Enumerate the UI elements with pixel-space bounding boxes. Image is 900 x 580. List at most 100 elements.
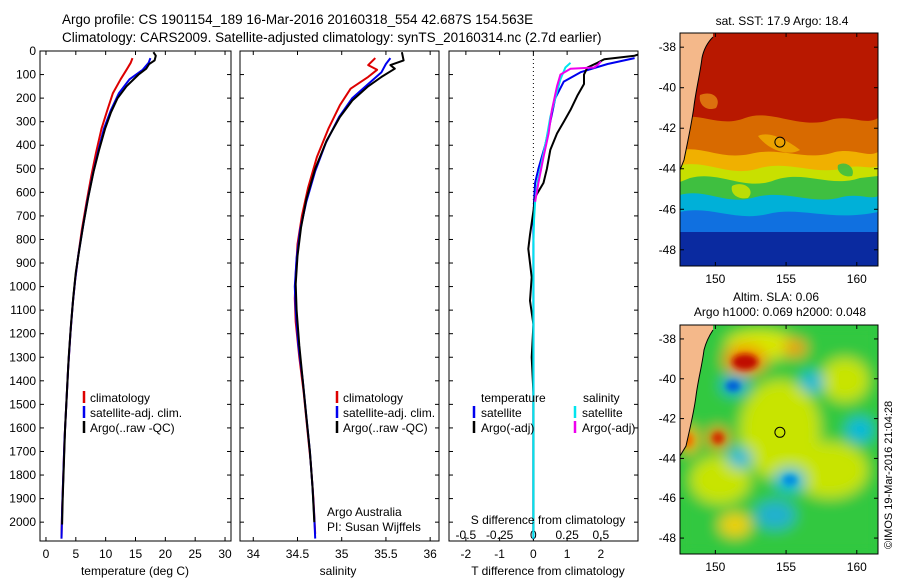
depth-tick-label: 0 [29,44,36,58]
salinity-x-label: salinity [320,564,357,578]
x-tick-label: 5 [72,547,79,561]
difference-panel: -2 -1 0 1 2 -0.5 -0.25 0 0.25 0.5 temperature sa… [448,50,639,578]
x-tick-label: 1 [564,547,571,561]
depth-tick-label: 100 [16,68,36,82]
depth-axis: 0 100 200 300 400 500 600 700 800 900 1000 1100 1200… [9,44,231,529]
x-tick-label: -2 [461,547,472,561]
series-line-argo-raw-qc- [61,51,157,525]
top-tick-label: 0.5 [593,528,610,542]
sla-map-title: Altim. SLA: 0.06 [733,290,819,304]
depth-tick-label: 1600 [9,421,36,435]
depth-tick-label: 300 [16,115,36,129]
depth-tick-label: 800 [16,232,36,246]
legend-argo: Argo(..raw -QC) [343,421,428,435]
latitude-tick-label: -42 [659,121,677,135]
depth-tick-label: 1000 [9,280,36,294]
sst-longitude-axis: 150 155 160 [705,33,867,286]
depth-tick-label: 1700 [9,444,36,458]
latitude-tick-label: -42 [659,412,677,426]
sla-latitude-axis: -38 -40 -42 -44 -46 -48 [659,332,878,545]
sla-map-subtitle: Argo h1000: 0.069 h2000: 0.048 [694,305,866,319]
salinity-panel: 34 34.5 35 35.5 36 climatology satellite-adj… [239,50,440,578]
longitude-tick-label: 155 [776,560,796,574]
latitude-tick-label: -40 [659,81,677,95]
x-tick-label: 35 [335,547,349,561]
series-line-salinity-argo-adj- [534,60,602,202]
depth-tick-label: 1400 [9,374,36,388]
depth-tick-label: 900 [16,256,36,270]
salinity-depth-ticks [240,50,439,523]
tasmania-landmass [680,33,713,170]
imos-credit: ©IMOS 19-Mar-2016 21:04:28 [883,401,895,549]
top-tick-label: 0.25 [555,528,579,542]
temperature-x-axis: 0 5 10 15 20 25 30 [43,51,232,561]
legend-climatology: climatology [90,391,150,405]
depth-tick-label: 200 [16,91,36,105]
latitude-tick-label: -46 [659,202,677,216]
sst-field [680,33,878,266]
sst-map-frame [679,32,879,267]
longitude-tick-label: 160 [847,272,867,286]
argo-location-marker [774,426,786,438]
sla-map-frame [679,324,879,555]
latitude-tick-label: -38 [659,40,677,54]
top-tick-label: -0.5 [456,528,477,542]
depth-tick-label: 500 [16,162,36,176]
depth-tick-label: 2000 [9,515,36,529]
latitude-tick-label: -48 [659,531,677,545]
latitude-tick-label: -38 [659,332,677,346]
series-line-argo-raw-qc- [294,51,405,523]
legend-satellite-adj: satellite-adj. clim. [90,406,182,420]
t-difference-label: T difference from climatology [471,564,625,578]
depth-tick-label: 1500 [9,397,36,411]
x-tick-label: 36 [423,547,437,561]
difference-series [527,53,638,539]
sla-longitude-axis: 150 155 160 [705,325,867,574]
longitude-tick-label: 150 [705,560,725,574]
temperature-panel: 0100200300400500600700800900100011001200… [9,44,232,578]
temperature-x-label: temperature (deg C) [81,564,189,578]
pi-label: PI: Susan Wijffels [327,520,421,534]
sst-map-title: sat. SST: 17.9 Argo: 18.4 [716,14,849,28]
legend-argo: Argo(..raw -QC) [90,421,175,435]
legend-climatology: climatology [343,391,403,405]
institution-label: Argo Australia [327,505,402,519]
latitude-tick-label: -40 [659,372,677,386]
longitude-tick-label: 150 [705,272,725,286]
header-line-1: Argo profile: CS 1901154_189 16-Mar-2016… [62,12,533,27]
legend-s-satellite: satellite [582,406,623,420]
x-tick-label: 35.5 [374,547,398,561]
top-tick-label: -0.25 [486,528,514,542]
x-tick-label: 2 [598,547,605,561]
difference-axes-frame [448,50,639,542]
depth-tick-label: 1300 [9,350,36,364]
legend-temperature-title: temperature [481,391,546,405]
latitude-tick-label: -44 [659,451,677,465]
depth-tick-label: 1900 [9,492,36,506]
header-line-2: Climatology: CARS2009. Satellite-adjuste… [62,30,602,45]
longitude-tick-label: 160 [847,560,867,574]
legend-t-argo: Argo(-adj) [481,421,534,435]
sst-map: sat. SST: 17.9 Argo: 18.4 150 155 160 -38 -… [659,14,879,286]
x-tick-label: 34 [247,547,261,561]
salinity-series [293,51,405,539]
salinity-legend: climatology satellite-adj. clim. Argo(..… [335,391,435,435]
salinity-x-axis: 34 34.5 35 35.5 36 [247,51,437,561]
x-tick-label: 0 [43,547,50,561]
temperature-axes-frame [39,50,232,542]
temperature-series [60,51,157,539]
x-tick-label: 20 [159,547,173,561]
latitude-tick-label: -46 [659,491,677,505]
x-tick-label: 34.5 [286,547,310,561]
latitude-tick-label: -44 [659,162,677,176]
difference-depth-ticks [449,50,638,523]
temperature-legend: climatology satellite-adj. clim. Argo(..… [82,391,182,435]
depth-tick-label: 1200 [9,327,36,341]
x-tick-label: 25 [189,547,203,561]
t-difference-x-axis: -2 -1 0 1 2 [461,51,605,561]
legend-s-argo: Argo(-adj) [582,421,635,435]
legend-salinity-title: salinity [583,391,620,405]
argo-location-marker [774,136,786,148]
x-tick-label: 15 [129,547,143,561]
